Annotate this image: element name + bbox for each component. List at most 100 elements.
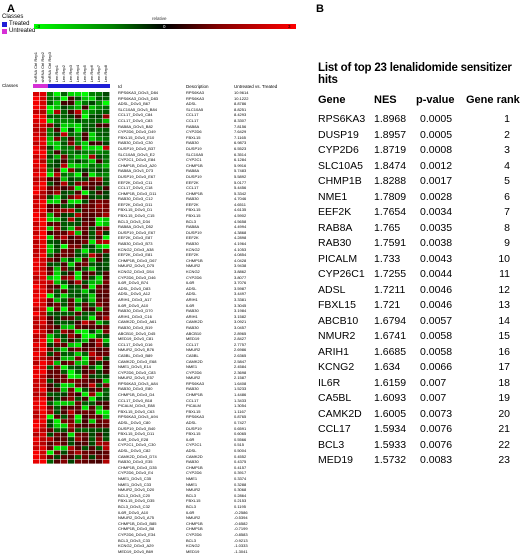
heatmap-cell: [33, 118, 40, 123]
heatmap-cell: [33, 132, 40, 137]
heatmap-cell: [54, 450, 61, 455]
heatmap-cell: [61, 383, 68, 388]
heatmap-cell: [47, 150, 54, 155]
nes-cell: 1.5934: [374, 423, 407, 435]
heatmap-cell: [75, 378, 82, 383]
heatmap-cell: [75, 334, 82, 339]
heatmap-cell: [33, 360, 40, 365]
heatmap-cell: [68, 271, 75, 276]
heatmap-cell: [103, 378, 110, 383]
gene-description: CCL17: [186, 397, 199, 403]
heatmap-cell: [40, 114, 47, 119]
heatmap-cell: [89, 374, 96, 379]
gene-score: 1.4486: [234, 392, 247, 398]
gene-score: 0.4157: [234, 464, 247, 470]
heatmap-cell: [96, 235, 103, 240]
nes-cell: 1.733: [374, 252, 401, 265]
heatmap-cell: [96, 405, 103, 410]
heatmap-cell: [40, 118, 47, 123]
heatmap-cell: [82, 423, 89, 428]
heatmap-cell: [61, 347, 68, 352]
pvalue-cell: 0.0008: [420, 144, 453, 156]
pvalue-cell: 0.0046: [420, 299, 453, 311]
heatmap-cell: [103, 145, 110, 150]
gene-score: 5.7483: [234, 168, 247, 174]
gene-description: CHMP1B: [186, 162, 203, 168]
heatmap-cell: [75, 360, 82, 365]
heatmap-cell: [89, 302, 96, 307]
rank-cell: 9: [504, 237, 510, 249]
heatmap-cell: [47, 338, 54, 343]
heatmap-cell: [54, 235, 61, 240]
heatmap-cell: [54, 365, 61, 370]
rank-cell: 5: [504, 175, 510, 187]
heatmap-cell: [61, 428, 68, 433]
gene-score: 2.3698: [234, 369, 247, 375]
heatmap-cell: [82, 316, 89, 321]
gene-score: 4.0428: [234, 257, 247, 263]
gene-description: CYP2C1: [186, 157, 202, 163]
heatmap-cell: [103, 338, 110, 343]
heatmap-cell: [61, 145, 68, 150]
heatmap-cell: [96, 159, 103, 164]
heatmap-cell: [89, 423, 96, 428]
heatmap-cell: [61, 105, 68, 110]
heatmap-cell: [33, 271, 40, 276]
heatmap-cell: [47, 432, 54, 437]
heatmap-cell: [89, 437, 96, 442]
pvalue-cell: 0.007: [420, 392, 447, 404]
heatmap-cell: [68, 172, 75, 177]
heatmap-cell: [61, 369, 68, 374]
heatmap-cell: [96, 172, 103, 177]
heatmap-cell: [68, 150, 75, 155]
heatmap-cell: [33, 307, 40, 312]
heatmap-cell: [47, 172, 54, 177]
heatmap-cell: [75, 374, 82, 379]
gene-id: IL6R_DGv3_A10: [118, 302, 149, 308]
heatmap-cell: [40, 271, 47, 276]
heatmap-cell: [40, 181, 47, 186]
gene-score: 3.7076: [234, 280, 247, 286]
heatmap-cell: [96, 342, 103, 348]
heatmap-cell: [75, 177, 82, 182]
heatmap-cell: [47, 334, 54, 339]
heatmap-cell: [75, 96, 82, 101]
gene-score: 0.8765: [234, 414, 247, 420]
heatmap-cell: [96, 257, 103, 262]
heatmap-cell: [54, 378, 61, 383]
heatmap-cell: [61, 150, 68, 155]
heatmap-cell: [33, 423, 40, 428]
heatmap-cell: [40, 441, 47, 446]
gene-id: CHMP1B_DGv3_D11: [118, 190, 157, 196]
heatmap-cell: [54, 325, 61, 330]
heatmap-cell: [33, 392, 40, 397]
heatmap-cell: [61, 446, 68, 451]
heatmap-cell: [54, 329, 61, 334]
heatmap-cell: [33, 127, 40, 132]
gene-score: 3.8077: [234, 274, 247, 280]
gene-score: 1.5233: [234, 386, 247, 392]
heatmap-cell: [82, 217, 89, 222]
nes-cell: 1.7809: [374, 190, 407, 203]
heatmap-cell: [47, 127, 54, 132]
heatmap-cell: [47, 96, 54, 101]
heatmap-cell: [96, 378, 103, 383]
gene-description: DUSP19: [186, 229, 202, 235]
heatmap-cell: [47, 401, 54, 406]
heatmap-cell: [103, 325, 110, 330]
heatmap-cell: [68, 239, 75, 244]
heatmap-cell: [54, 342, 61, 348]
heatmap-cell: [54, 387, 61, 392]
heatmap-cell: [33, 163, 40, 168]
pvalue-cell: 0.007: [420, 376, 447, 389]
heatmap-cell: [54, 221, 61, 227]
heatmap-cell: [75, 450, 82, 455]
heatmap-cell: [82, 365, 89, 370]
heatmap-cell: [47, 316, 54, 321]
heatmap-cell: [103, 132, 110, 137]
heatmap-cell: [68, 109, 75, 115]
heatmap-cell: [75, 387, 82, 392]
heatmap-cell: [33, 275, 40, 280]
heatmap-cell: [61, 302, 68, 307]
heatmap-cell: [96, 419, 103, 424]
